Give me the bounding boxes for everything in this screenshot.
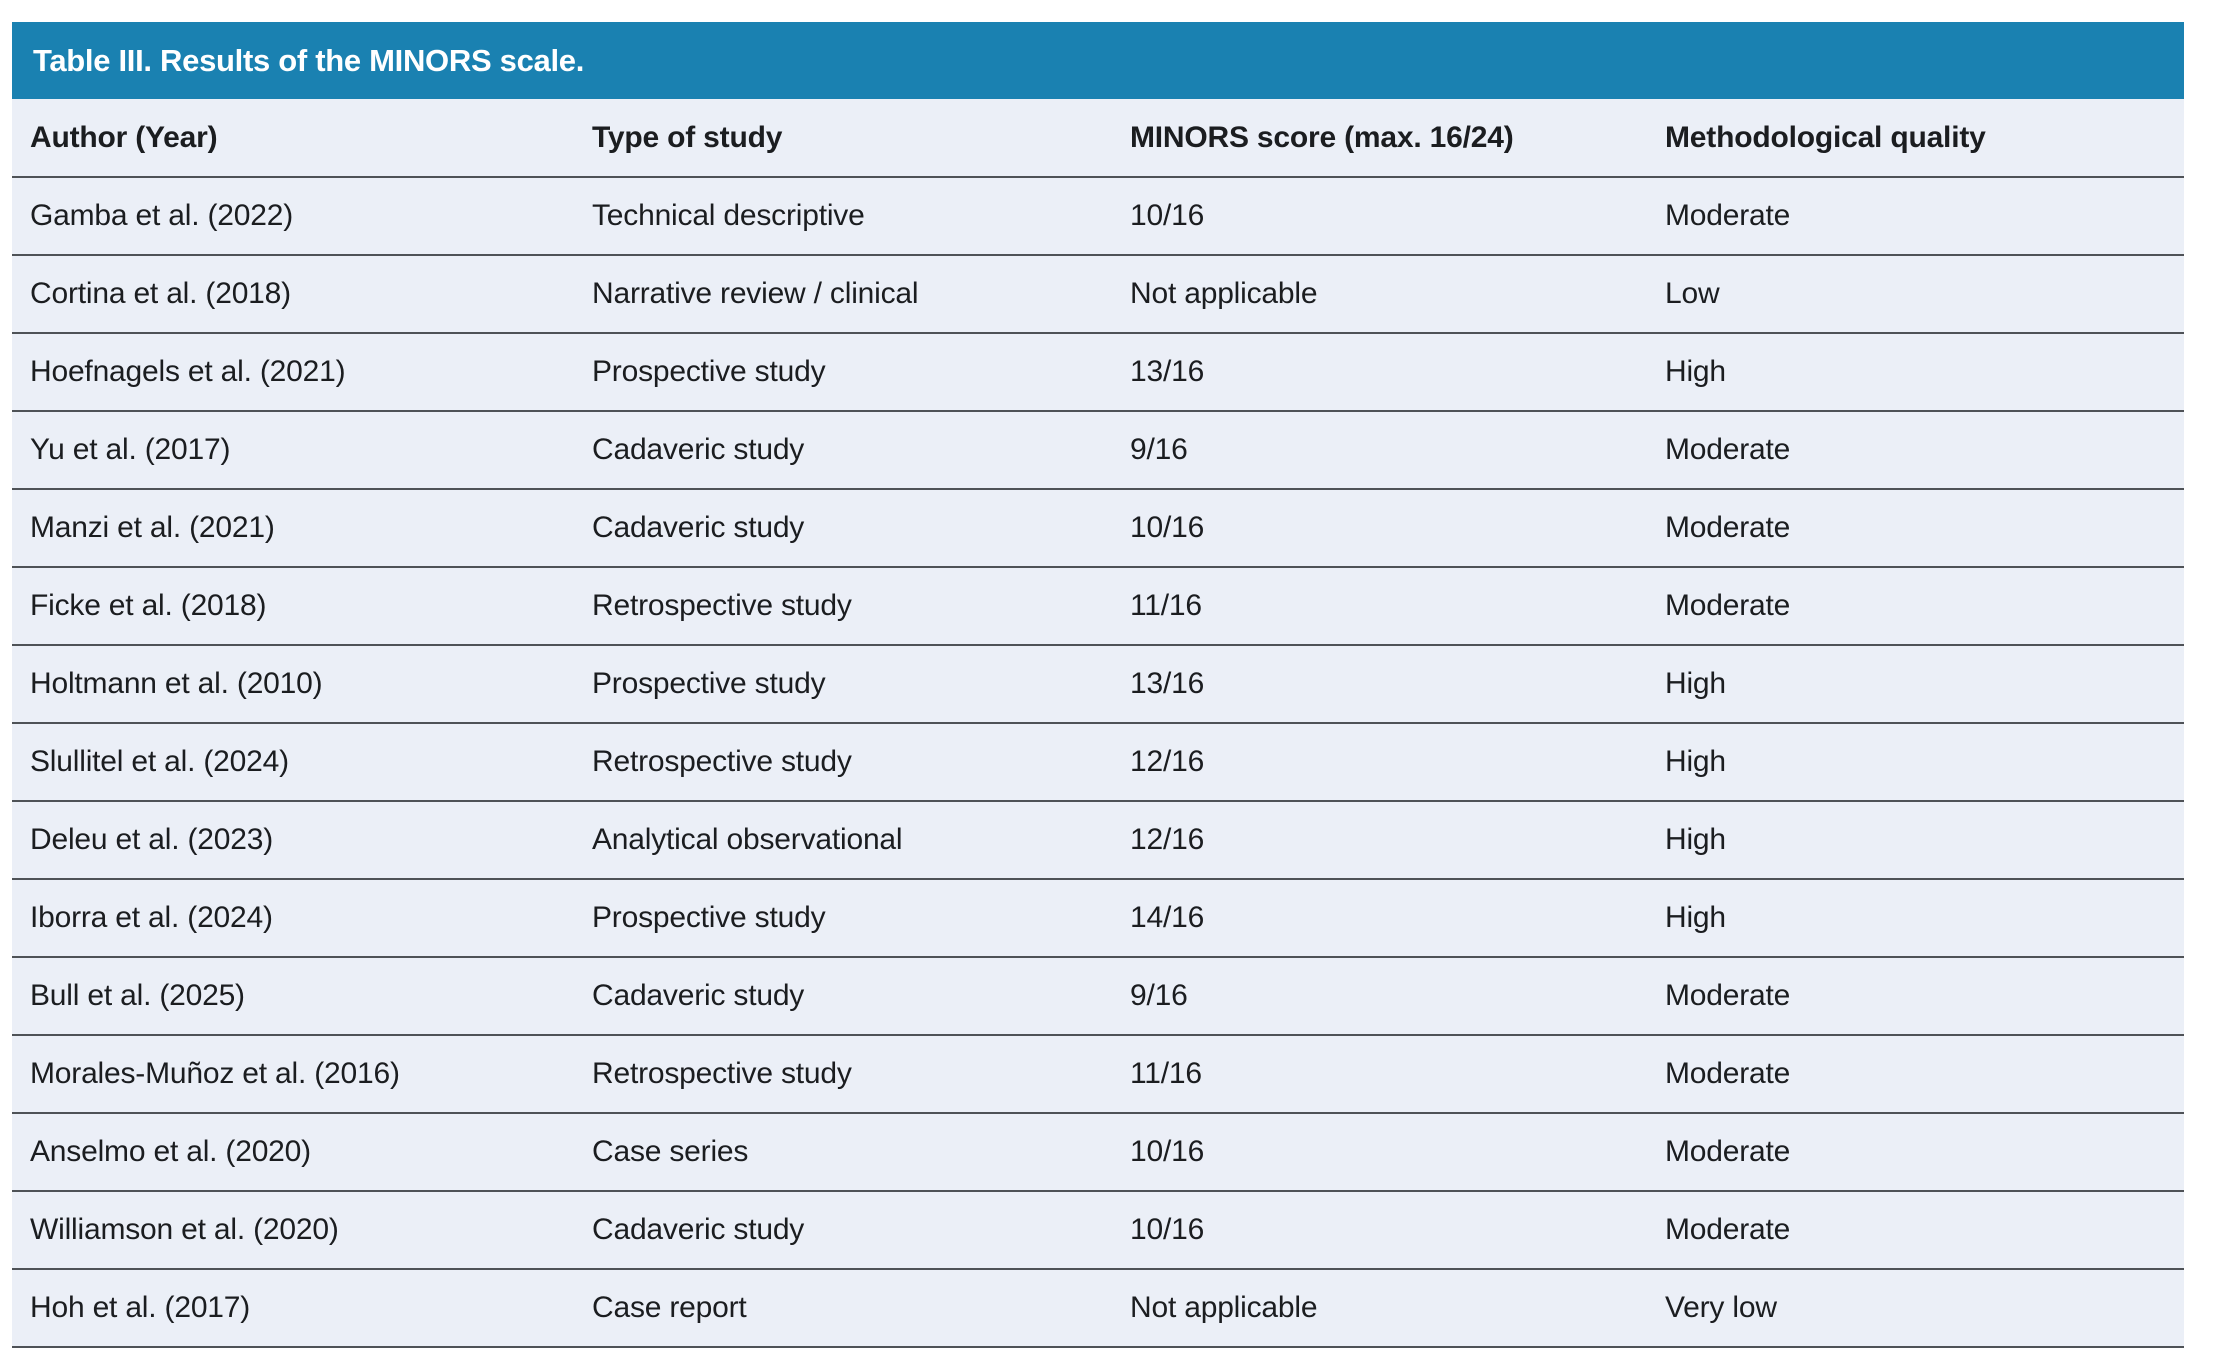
- minors-score-cell: 10/16: [1112, 489, 1647, 568]
- table-title-bar: Table III. Results of the MINORS scale.: [12, 22, 2184, 99]
- minors-score-cell: 9/16: [1112, 411, 1647, 490]
- quality-cell: High: [1647, 333, 2184, 412]
- minors-score-cell: 12/16: [1112, 801, 1647, 880]
- table-row: Holtmann et al. (2010) Prospective study 1…: [12, 645, 2184, 724]
- quality-cell: High: [1647, 879, 2184, 958]
- study-type-cell: Cadaveric study: [574, 1191, 1112, 1270]
- author-cell: Gamba et al. (2022): [12, 177, 574, 256]
- column-header-study-type: Type of study: [574, 99, 1112, 178]
- minors-score-cell: 14/16: [1112, 879, 1647, 958]
- table-body: Gamba et al. (2022) Technical descriptive…: [12, 177, 2184, 1348]
- table-row: Cortina et al. (2018) Narrative review / …: [12, 255, 2184, 334]
- table-row: Deleu et al. (2023) Analytical observatio…: [12, 801, 2184, 880]
- study-type-cell: Prospective study: [574, 645, 1112, 724]
- study-type-cell: Retrospective study: [574, 1035, 1112, 1114]
- quality-cell: Moderate: [1647, 1035, 2184, 1114]
- author-cell: Manzi et al. (2021): [12, 489, 574, 568]
- minors-score-cell: 11/16: [1112, 1035, 1647, 1114]
- minors-score-cell: 10/16: [1112, 1191, 1647, 1270]
- table-row: Anselmo et al. (2020) Case series 10/16 Mod…: [12, 1113, 2184, 1192]
- minors-score-cell: 10/16: [1112, 1113, 1647, 1192]
- author-cell: Hoh et al. (2017): [12, 1269, 574, 1348]
- table-row: Gamba et al. (2022) Technical descriptive…: [12, 177, 2184, 256]
- author-cell: Deleu et al. (2023): [12, 801, 574, 880]
- quality-cell: Moderate: [1647, 1113, 2184, 1192]
- table-row: Ficke et al. (2018) Retrospective study 11…: [12, 567, 2184, 646]
- quality-cell: Moderate: [1647, 957, 2184, 1036]
- author-cell: Holtmann et al. (2010): [12, 645, 574, 724]
- study-type-cell: Prospective study: [574, 879, 1112, 958]
- results-table: Author (Year) Type of study MINORS score…: [12, 99, 2184, 1348]
- minors-score-cell: 10/16: [1112, 177, 1647, 256]
- quality-cell: Moderate: [1647, 489, 2184, 568]
- column-header-minors-score: MINORS score (max. 16/24): [1112, 99, 1647, 178]
- study-type-cell: Cadaveric study: [574, 957, 1112, 1036]
- study-type-cell: Retrospective study: [574, 723, 1112, 802]
- column-header-author: Author (Year): [12, 99, 574, 178]
- study-type-cell: Cadaveric study: [574, 489, 1112, 568]
- author-cell: Bull et al. (2025): [12, 957, 574, 1036]
- column-header-quality: Methodological quality: [1647, 99, 2184, 178]
- minors-score-cell: 9/16: [1112, 957, 1647, 1036]
- author-cell: Anselmo et al. (2020): [12, 1113, 574, 1192]
- minors-score-cell: Not applicable: [1112, 255, 1647, 334]
- author-cell: Hoefnagels et al. (2021): [12, 333, 574, 412]
- quality-cell: High: [1647, 801, 2184, 880]
- table-row: Hoh et al. (2017) Case report Not applicab…: [12, 1269, 2184, 1348]
- table-row: Slullitel et al. (2024) Retrospective stu…: [12, 723, 2184, 802]
- minors-score-cell: 13/16: [1112, 645, 1647, 724]
- quality-cell: Moderate: [1647, 567, 2184, 646]
- quality-cell: Very low: [1647, 1269, 2184, 1348]
- quality-cell: Low: [1647, 255, 2184, 334]
- quality-cell: High: [1647, 645, 2184, 724]
- minors-score-cell: 12/16: [1112, 723, 1647, 802]
- table-title: Table III. Results of the MINORS scale.: [33, 42, 585, 78]
- quality-cell: High: [1647, 723, 2184, 802]
- header-row: Author (Year) Type of study MINORS score…: [12, 99, 2184, 178]
- quality-cell: Moderate: [1647, 411, 2184, 490]
- quality-cell: Moderate: [1647, 1191, 2184, 1270]
- study-type-cell: Case series: [574, 1113, 1112, 1192]
- table-row: Yu et al. (2017) Cadaveric study 9/16 Moder…: [12, 411, 2184, 490]
- minors-score-cell: Not applicable: [1112, 1269, 1647, 1348]
- study-type-cell: Analytical observational: [574, 801, 1112, 880]
- study-type-cell: Cadaveric study: [574, 411, 1112, 490]
- minors-score-cell: 13/16: [1112, 333, 1647, 412]
- table-row: Manzi et al. (2021) Cadaveric study 10/16 M…: [12, 489, 2184, 568]
- minors-score-cell: 11/16: [1112, 567, 1647, 646]
- author-cell: Slullitel et al. (2024): [12, 723, 574, 802]
- author-cell: Williamson et al. (2020): [12, 1191, 574, 1270]
- author-cell: Ficke et al. (2018): [12, 567, 574, 646]
- author-cell: Yu et al. (2017): [12, 411, 574, 490]
- quality-cell: Moderate: [1647, 177, 2184, 256]
- study-type-cell: Case report: [574, 1269, 1112, 1348]
- table-row: Bull et al. (2025) Cadaveric study 9/16 Mod…: [12, 957, 2184, 1036]
- author-cell: Morales-Muñoz et al. (2016): [12, 1035, 574, 1114]
- table-row: Iborra et al. (2024) Prospective study 14/…: [12, 879, 2184, 958]
- study-type-cell: Technical descriptive: [574, 177, 1112, 256]
- author-cell: Cortina et al. (2018): [12, 255, 574, 334]
- table-row: Morales-Muñoz et al. (2016) Retrospective…: [12, 1035, 2184, 1114]
- table-row: Hoefnagels et al. (2021) Prospective stud…: [12, 333, 2184, 412]
- study-type-cell: Narrative review / clinical: [574, 255, 1112, 334]
- minors-results-table: Table III. Results of the MINORS scale. …: [12, 22, 2184, 1348]
- study-type-cell: Prospective study: [574, 333, 1112, 412]
- study-type-cell: Retrospective study: [574, 567, 1112, 646]
- author-cell: Iborra et al. (2024): [12, 879, 574, 958]
- table-row: Williamson et al. (2020) Cadaveric study 1…: [12, 1191, 2184, 1270]
